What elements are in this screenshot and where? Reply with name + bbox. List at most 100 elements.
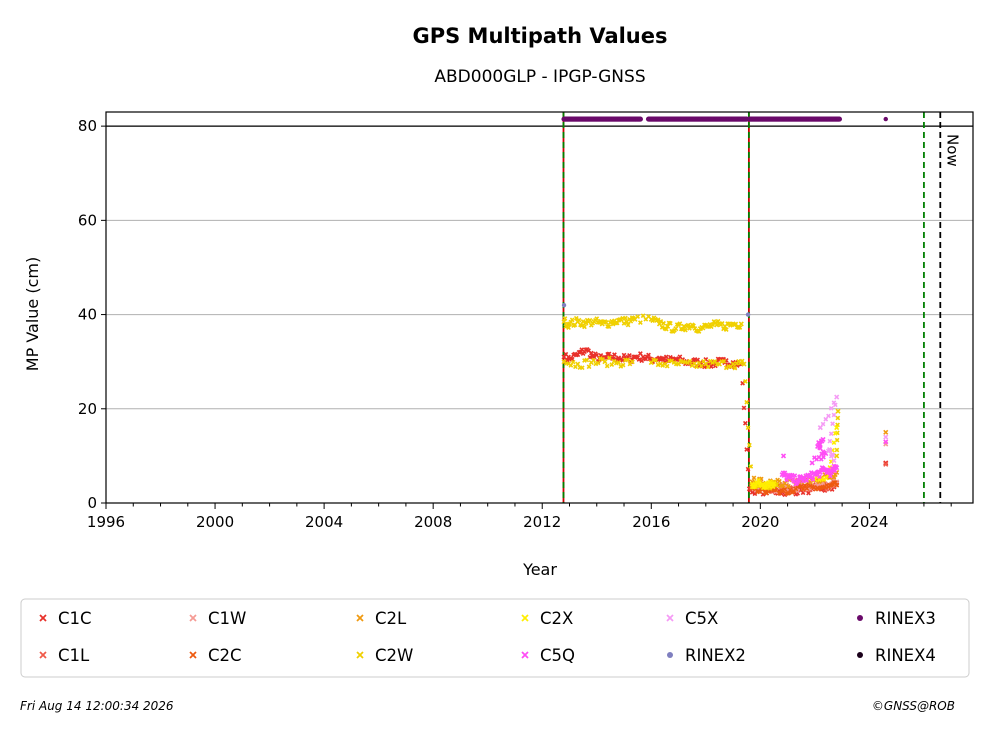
mark-stroke	[666, 614, 674, 622]
mark-stroke	[591, 357, 596, 363]
point-c1c	[661, 355, 666, 361]
point-c2w	[730, 361, 736, 367]
mark-stroke	[579, 323, 585, 328]
x-tick-label: 1996	[87, 513, 125, 531]
point-c5q	[819, 451, 825, 457]
x-tick-label: 2000	[196, 513, 234, 531]
mark-stroke	[646, 352, 651, 358]
point-c2w	[714, 322, 720, 328]
point-c2w	[742, 378, 748, 384]
mark-stroke	[694, 364, 700, 370]
point-c2w	[614, 320, 620, 326]
mark-stroke	[830, 452, 836, 458]
mark-stroke	[760, 482, 766, 488]
mark-stroke	[714, 322, 720, 328]
mark-stroke	[629, 359, 635, 365]
point-c2w	[583, 320, 589, 326]
mark-stroke	[817, 425, 823, 431]
point-c2w	[738, 321, 744, 327]
mark-stroke	[661, 355, 666, 361]
mark-stroke	[579, 365, 585, 371]
mark-stroke	[817, 474, 822, 479]
mark-stroke	[748, 464, 754, 469]
point-rinex3	[836, 116, 843, 122]
point-c5q	[883, 439, 889, 445]
mark-stroke	[582, 324, 587, 330]
mark-stroke	[606, 324, 612, 330]
point-c2w	[664, 363, 670, 369]
mark-stroke	[603, 320, 609, 325]
mark-stroke	[39, 614, 47, 622]
point-c2w	[696, 329, 702, 334]
mark-stroke	[715, 318, 721, 324]
mark-stroke	[521, 651, 529, 659]
mark-stroke	[640, 313, 646, 319]
point-c2c	[804, 485, 810, 491]
mark-stroke	[668, 320, 673, 326]
point-c1c	[749, 490, 755, 495]
mark-stroke	[621, 352, 627, 358]
mark-stroke	[604, 363, 610, 369]
mark-stroke	[39, 651, 47, 659]
legend-label-c5x: C5X	[685, 609, 718, 628]
mark-stroke	[763, 485, 769, 490]
legend-marker-c1l	[39, 651, 47, 659]
mark-stroke	[817, 442, 823, 447]
mark-stroke	[682, 327, 688, 333]
mark-stroke	[820, 421, 826, 427]
now-label: Now	[943, 134, 961, 167]
mark-stroke	[669, 358, 675, 364]
point-c2w	[745, 425, 751, 431]
mark-stroke	[662, 361, 668, 367]
point-c5x	[830, 452, 836, 458]
legend-label-c1l: C1L	[58, 646, 90, 665]
point-c2w	[625, 357, 631, 363]
point-c5q	[817, 442, 823, 447]
mark-stroke	[834, 394, 840, 400]
point-c2w	[682, 327, 688, 333]
footer-timestamp: Fri Aug 14 12:00:34 2026	[20, 699, 174, 713]
point-c5q	[780, 453, 787, 459]
plot-frame	[105, 111, 974, 504]
point-c2x	[771, 481, 777, 487]
x-axis-ticks: 1996 2000 2004 2008 2012 2016 2020 2024	[87, 503, 952, 531]
mark-stroke	[771, 481, 777, 487]
mark-stroke	[732, 365, 738, 371]
point-c2w	[668, 320, 673, 326]
point-c5x	[832, 402, 838, 408]
legend-label-rinex3: RINEX3	[875, 609, 936, 628]
point-c2w	[747, 442, 752, 448]
mark-stroke	[828, 459, 834, 464]
mark-stroke	[828, 405, 834, 411]
mark-stroke	[749, 490, 755, 495]
point-rinex3	[883, 116, 888, 122]
grid-lines	[106, 125, 973, 410]
point-c2w	[602, 359, 608, 365]
mark-stroke	[566, 361, 571, 367]
point-c2w	[705, 364, 711, 370]
mark-stroke	[580, 319, 586, 324]
mark-stroke	[612, 318, 617, 324]
mark-stroke	[189, 614, 197, 622]
mark-stroke	[723, 327, 729, 333]
mark-stroke	[189, 651, 197, 659]
point-c2w	[659, 325, 665, 330]
mark-stroke	[747, 442, 752, 448]
mark-stroke	[834, 465, 840, 471]
mark-stroke	[810, 477, 816, 482]
mark-stroke	[576, 317, 582, 323]
point-c1c	[741, 405, 747, 411]
mark-stroke	[831, 440, 837, 446]
legend-box	[20, 598, 970, 678]
legend-label-rinex4: RINEX4	[875, 646, 936, 665]
mark-stroke	[635, 314, 641, 320]
point-c2w	[625, 322, 631, 328]
point-c1c	[606, 351, 612, 357]
legend-label-c2c: C2C	[208, 646, 242, 665]
mark-stroke	[620, 362, 626, 368]
mark-stroke	[677, 354, 683, 360]
legend-marker-c2w	[356, 651, 364, 659]
point-c1c	[621, 352, 627, 358]
mark-stroke	[809, 484, 815, 490]
point-c2w	[737, 325, 743, 330]
